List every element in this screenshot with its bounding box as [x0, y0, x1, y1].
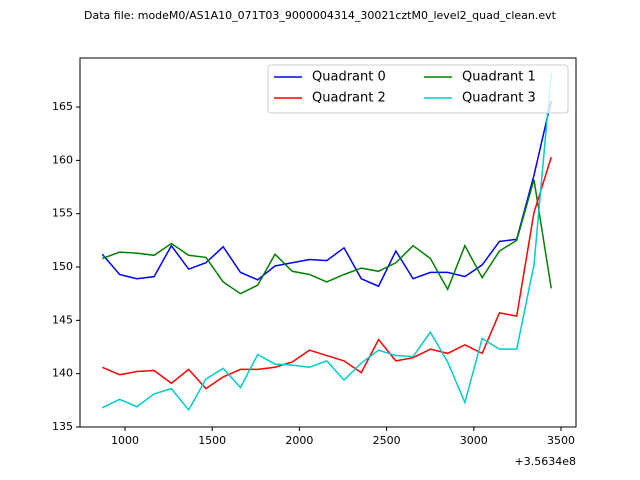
- legend-label: Quadrant 0: [312, 70, 386, 85]
- y-tick-label: 150: [52, 260, 73, 273]
- chart-title: Data file: modeM0/AS1A10_071T03_90000043…: [84, 9, 557, 22]
- line-series: [101, 100, 552, 288]
- x-tick-label: 2000: [285, 434, 313, 447]
- y-tick-label: 140: [52, 367, 73, 380]
- x-offset-label: +3.5634e8: [515, 455, 576, 468]
- y-tick-label: 155: [52, 207, 73, 220]
- legend-box: [267, 64, 569, 114]
- line-series: [102, 156, 552, 390]
- x-tick-label: 2500: [373, 434, 401, 447]
- legend-label: Quadrant 1: [462, 70, 536, 85]
- y-tick-label: 135: [52, 420, 73, 433]
- x-tick-label: 1000: [111, 434, 139, 447]
- y-tick-label: 165: [52, 100, 73, 113]
- y-tick-label: 145: [52, 313, 73, 326]
- x-tick-label: 1500: [198, 434, 226, 447]
- line-series: [101, 72, 552, 412]
- legend-label: Quadrant 3: [462, 91, 536, 106]
- legend-label: Quadrant 2: [312, 91, 386, 106]
- plot-frame: [79, 57, 577, 428]
- x-tick-label: 3500: [547, 434, 575, 447]
- x-tick-label: 3000: [460, 434, 488, 447]
- y-tick-label: 160: [52, 153, 73, 166]
- line-series: [102, 179, 552, 295]
